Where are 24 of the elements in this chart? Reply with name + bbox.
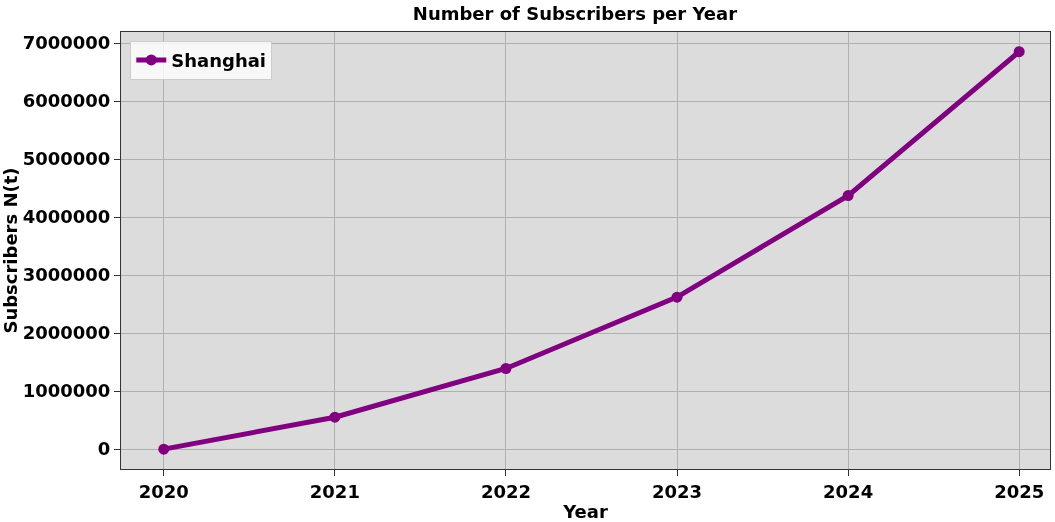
y-tick-label: 1000000	[22, 380, 111, 402]
x-tick-label: 2022	[480, 480, 531, 502]
y-tick-label: 7000000	[22, 32, 111, 54]
x-tick-label: 2025	[994, 480, 1045, 502]
y-tick-label: 2000000	[22, 322, 111, 344]
point	[671, 291, 683, 303]
point	[1013, 46, 1025, 58]
y-tick-label: 6000000	[22, 90, 111, 112]
y-tick-label: 3000000	[22, 264, 111, 286]
x-axis-title: Year	[562, 500, 608, 522]
x-tick-label: 2020	[138, 480, 189, 502]
legend-label: Shanghai	[171, 49, 267, 71]
y-tick-label: 4000000	[22, 206, 111, 228]
y-tick-label: 0	[97, 438, 111, 460]
x-tick-label: 2024	[823, 480, 874, 502]
point	[500, 362, 512, 374]
chart-title: Number of Subscribers per Year	[412, 3, 738, 25]
point	[842, 190, 854, 202]
y-axis-title: Subscribers N(t)	[0, 167, 21, 334]
y-tick-label: 5000000	[22, 148, 111, 170]
x-tick-label: 2023	[651, 480, 703, 502]
x-tick-label: 2021	[309, 480, 360, 502]
point	[329, 411, 341, 423]
point	[158, 443, 170, 455]
